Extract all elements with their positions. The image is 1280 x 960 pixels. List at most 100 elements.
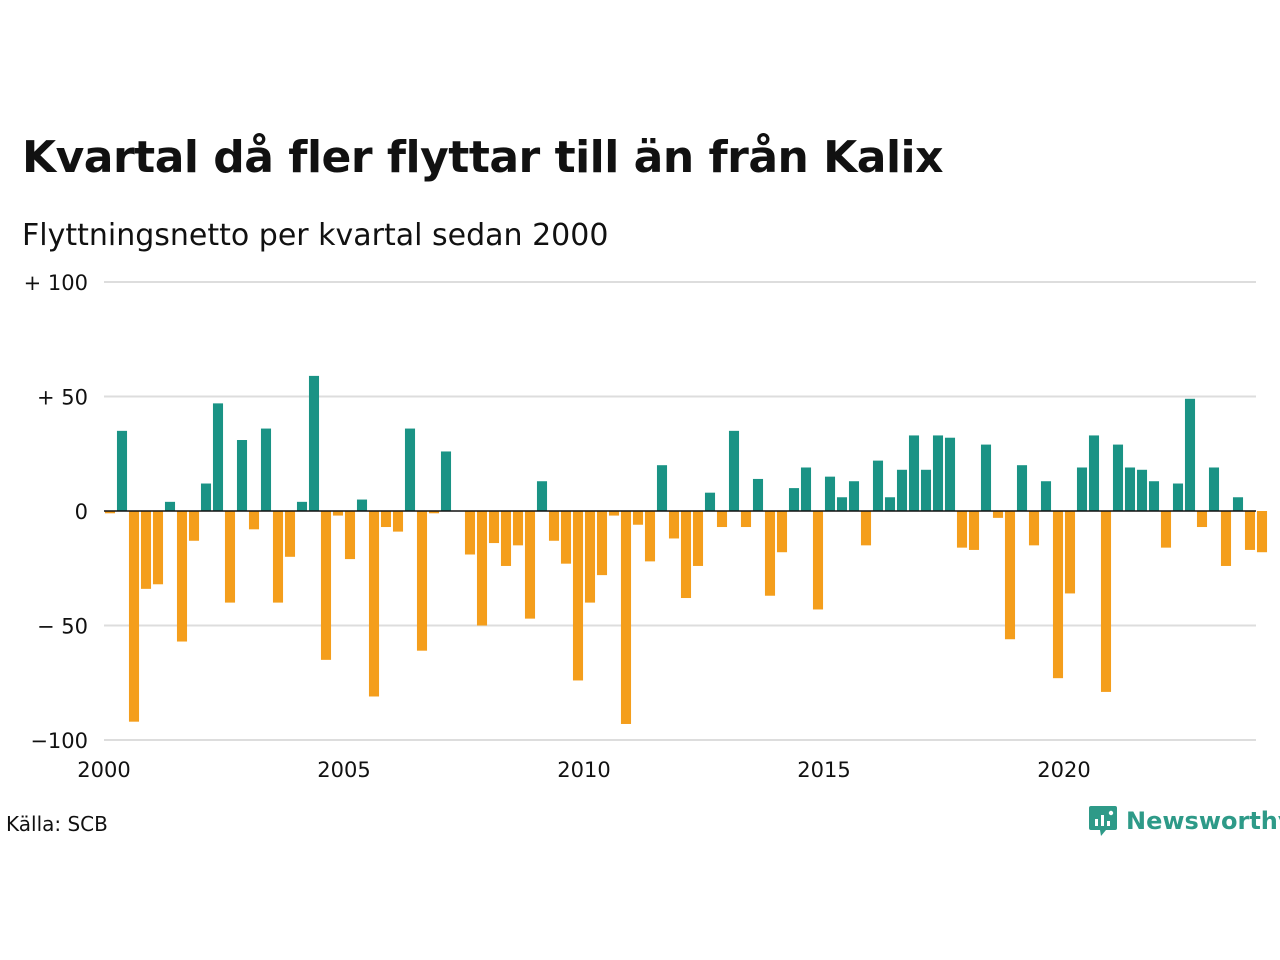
- bar: [1052, 511, 1064, 679]
- bar: [884, 497, 896, 511]
- bar: [980, 444, 992, 511]
- bar: [1256, 511, 1268, 553]
- bar: [224, 511, 236, 603]
- bar: [272, 511, 284, 603]
- bar: [296, 501, 308, 511]
- bar: [632, 511, 644, 525]
- bar: [752, 478, 764, 511]
- bar: [812, 511, 824, 610]
- x-axis-ticks: 2000 2005 2010 2015 2020: [77, 758, 1090, 782]
- bar: [740, 511, 752, 528]
- bar: [596, 511, 608, 576]
- bar: [248, 511, 260, 530]
- y-tick-label: 0: [75, 500, 88, 524]
- bar: [512, 511, 524, 546]
- chart-title: Kvartal då fler flyttar till än från Kal…: [22, 132, 944, 183]
- bar: [500, 511, 512, 566]
- bar: [1100, 511, 1112, 692]
- bar: [608, 511, 620, 516]
- bar: [860, 511, 872, 546]
- bar: [920, 469, 932, 511]
- bar: [524, 511, 536, 619]
- bar: [1004, 511, 1016, 640]
- gridlines: [104, 281, 1256, 741]
- bar: [776, 511, 788, 553]
- bar: [824, 476, 836, 511]
- x-tick-label: 2015: [797, 758, 850, 782]
- bar: [572, 511, 584, 681]
- x-tick-label: 2020: [1037, 758, 1090, 782]
- bar: [140, 511, 152, 589]
- bar: [200, 483, 212, 511]
- bar: [488, 511, 500, 544]
- brand-name: Newsworthy: [1126, 807, 1280, 835]
- y-tick-label: − 50: [37, 615, 88, 639]
- bar: [896, 469, 908, 511]
- bar: [440, 451, 452, 511]
- source-note: Källa: SCB: [6, 812, 108, 836]
- bar: [260, 428, 272, 511]
- bar: [416, 511, 428, 651]
- bar: [680, 511, 692, 599]
- x-tick-label: 2010: [557, 758, 610, 782]
- bar: [176, 511, 188, 642]
- newsworthy-logo-icon: [1089, 806, 1117, 836]
- bar: [716, 511, 728, 528]
- bar: [128, 511, 140, 722]
- bar: [188, 511, 200, 541]
- bar: [392, 511, 404, 532]
- bar: [1184, 398, 1196, 511]
- bar: [308, 375, 320, 511]
- bar: [1136, 469, 1148, 511]
- bar: [656, 465, 668, 511]
- bar: [1064, 511, 1076, 594]
- bar: [728, 430, 740, 511]
- bar: [908, 435, 920, 511]
- y-tick-label: + 100: [24, 271, 88, 295]
- bar: [872, 460, 884, 511]
- bar: [548, 511, 560, 541]
- bar: [464, 511, 476, 555]
- bar: [356, 499, 368, 511]
- bar: [380, 511, 392, 528]
- bar: [164, 501, 176, 511]
- bar: [1112, 444, 1124, 511]
- chart-subtitle: Flyttningsnetto per kvartal sedan 2000: [22, 218, 609, 253]
- bar: [1196, 511, 1208, 528]
- bar: [104, 511, 116, 514]
- bar: [1148, 481, 1160, 511]
- bar: [1088, 435, 1100, 511]
- bar: [764, 511, 776, 596]
- bar: [320, 511, 332, 660]
- bar: [236, 440, 248, 511]
- bar: [344, 511, 356, 560]
- bar: [1172, 483, 1184, 511]
- bar: [692, 511, 704, 566]
- bar: [992, 511, 1004, 518]
- bar: [704, 492, 716, 511]
- bar: [620, 511, 632, 724]
- bar: [1160, 511, 1172, 548]
- bar: [1124, 467, 1136, 511]
- bar: [560, 511, 572, 564]
- y-tick-label: −100: [30, 729, 88, 753]
- bar: [116, 430, 128, 511]
- bar: [212, 403, 224, 511]
- bar: [1244, 511, 1256, 550]
- bar: [476, 511, 488, 626]
- bar: [1220, 511, 1232, 566]
- bar: [1076, 467, 1088, 511]
- y-axis-ticks: + 100 + 50 0 − 50 −100: [24, 271, 88, 753]
- x-tick-label: 2005: [317, 758, 370, 782]
- newsworthy-logo[interactable]: Newsworthy: [1088, 804, 1280, 838]
- bar: [848, 481, 860, 511]
- bar: [584, 511, 596, 603]
- bar: [332, 511, 344, 516]
- bar: [152, 511, 164, 585]
- bars: [104, 375, 1268, 724]
- bar-chart: + 100 + 50 0 − 50 −100 2000 2005 2010 2015 2020: [24, 271, 1268, 782]
- bar: [788, 488, 800, 511]
- bar: [800, 467, 812, 511]
- bar: [284, 511, 296, 557]
- bar: [1028, 511, 1040, 546]
